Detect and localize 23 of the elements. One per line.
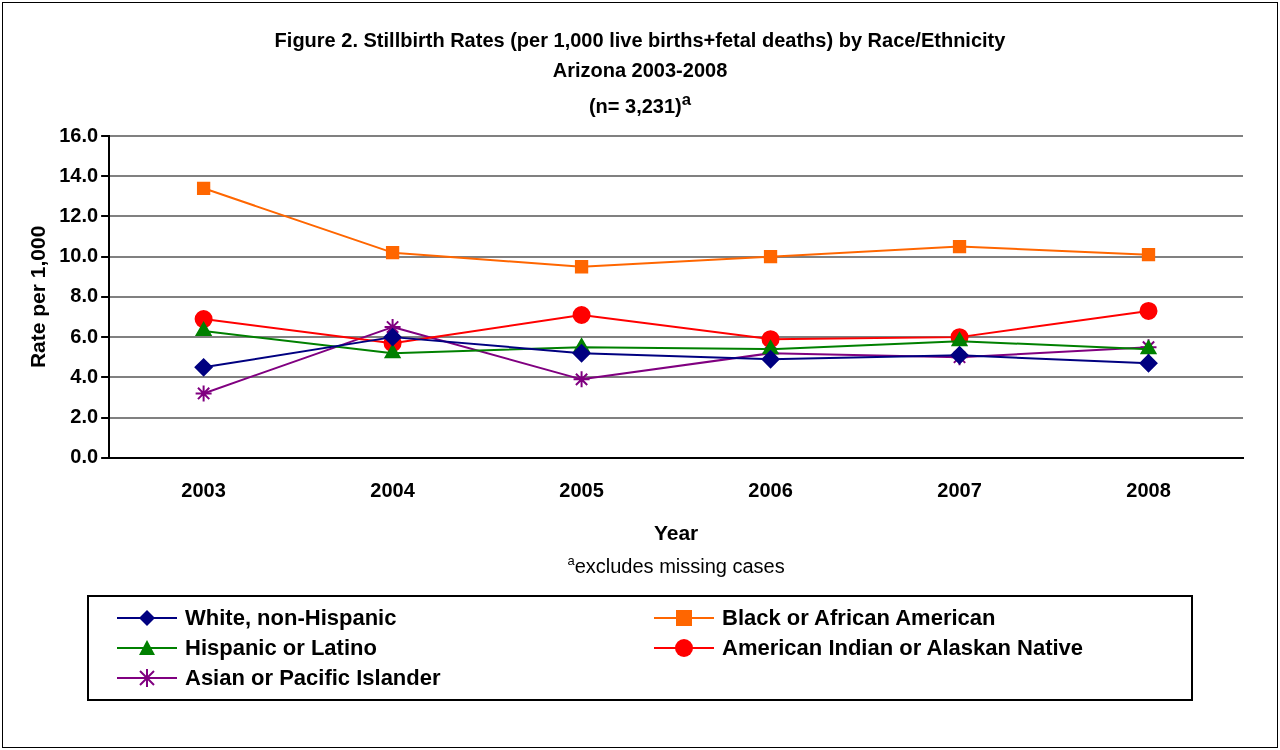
y-tick-label: 12.0	[59, 203, 99, 226]
legend-label: American Indian or Alaskan Native	[722, 634, 1084, 661]
x-tick-label: 2007	[937, 478, 982, 501]
y-tick-label: 14.0	[59, 163, 99, 186]
x-axis-title: Year	[653, 520, 699, 544]
y-tick-label: 10.0	[59, 243, 99, 266]
y-tick-label: 0.0	[70, 444, 99, 467]
y-tick-label: 16.0	[59, 123, 99, 146]
y-tick-label: 8.0	[70, 284, 99, 307]
x-tick-label: 2005	[559, 478, 604, 501]
legend-label: Hispanic or Latino	[185, 634, 377, 661]
legend-label: White, non-Hispanic	[185, 604, 397, 631]
y-tick-label: 6.0	[70, 324, 99, 347]
y-tick-label: 2.0	[70, 404, 99, 427]
legend-label: Black or African American	[722, 604, 996, 631]
x-tick-label: 2004	[370, 478, 416, 501]
legend-label: Asian or Pacific Islander	[185, 664, 441, 691]
x-tick-label: 2008	[1126, 478, 1171, 501]
y-axis-title: Rate per 1,000	[26, 225, 50, 368]
chart-title: Figure 2. Stillbirth Rates (per 1,000 live births+fetal deaths) by Race/Ethnicity Arizona 2003-2008 (n= 3,231)$^{a}$	[273, 28, 1007, 119]
x-tick-label: 2006	[748, 478, 793, 501]
y-tick-label: 4.0	[70, 364, 99, 387]
x-tick-label: 2003	[181, 478, 226, 501]
